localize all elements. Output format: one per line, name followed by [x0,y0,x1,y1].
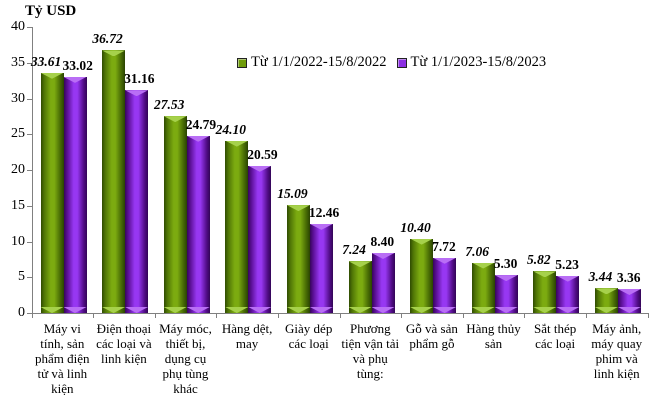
value-label: 5.82 [526,252,551,268]
y-tick-label: 15 [11,197,25,213]
bar [371,252,395,313]
legend-item-2023: Từ 1/1/2023-15/8/2023 [396,54,547,71]
y-tick [27,205,32,207]
bar [248,165,272,313]
category-label: Giày dép các loại [285,321,333,351]
value-label: 31.16 [124,71,155,87]
category-label: Gỗ và sản phẩm gỗ [405,321,458,351]
y-tick-label: 30 [11,90,25,106]
y-axis-line [31,27,33,313]
value-label: 36.72 [92,31,123,47]
legend-label-2023: Từ 1/1/2023-15/8/2023 [410,54,547,70]
value-label: 24.10 [215,121,246,137]
y-tick-label: 35 [11,54,25,70]
category-label: Hàng dệt, may [221,321,273,351]
value-label: 7.72 [432,238,456,254]
value-label: 7.06 [465,243,489,259]
bar [471,262,495,313]
value-label: 12.46 [308,204,340,220]
x-tick [647,313,649,318]
bar [286,205,310,313]
y-tick [27,241,32,243]
bar [186,135,210,313]
category-label: Máy ảnh, máy quay phim và linh kiện [591,321,643,381]
y-tick-label: 0 [18,305,25,320]
y-tick-label: 40 [11,19,25,34]
x-tick [216,313,218,318]
bar [163,116,187,313]
legend-swatch-2023 [396,57,407,68]
y-tick-label: 25 [11,126,25,142]
value-label: 27.53 [154,97,185,113]
y-tick [27,313,32,314]
bar [533,271,557,313]
bar [348,261,372,313]
x-tick [93,313,95,318]
value-label: 3.36 [616,269,641,285]
category-label: Phương tiện vận tải và phụ tùng: [341,321,400,381]
value-label: 24.79 [185,116,217,132]
legend-swatch-2022 [237,57,247,68]
value-label: 15.09 [277,186,308,202]
legend-item-2022: Từ 1/1/2022-15/8/2022 [237,54,387,71]
bar [556,275,580,313]
bar [433,257,457,313]
y-tick-label: 5 [18,269,25,285]
value-label: 3.44 [588,269,613,285]
x-tick [401,313,403,318]
bar [125,90,149,313]
bar [617,288,641,313]
value-label: 20.59 [247,146,278,162]
x-tick [339,313,341,318]
value-label: 5.30 [493,256,518,272]
value-label: 33.61 [30,53,62,69]
x-tick [585,313,587,318]
y-tick [27,62,32,64]
category-label: Máy vi tính, sản phẩm điện tử và linh ki… [35,321,90,396]
category-label: Sắt thép các loại [533,321,577,351]
bar [410,238,434,313]
y-tick-label: 10 [11,233,25,249]
value-label: 5.23 [555,256,579,272]
y-axis-unit-label: Tỷ USD [25,3,77,19]
bar [594,288,618,313]
legend-label-2022: Từ 1/1/2022-15/8/2022 [251,54,387,70]
value-label: 10.40 [400,219,431,235]
y-tick [27,170,32,171]
legend: Từ 1/1/2022-15/8/2022 Từ 1/1/2023-15/8/2… [237,54,546,71]
bar [309,223,333,313]
bar [102,50,126,313]
bar [225,140,249,313]
y-tick [27,134,32,136]
x-tick [524,313,526,318]
bar [63,76,87,313]
y-tick [27,277,32,279]
category-label: Hàng thủy sản [466,321,521,351]
category-label: Điện thoại các loại và linh kiện [96,321,152,366]
bar [40,72,64,313]
y-tick [27,27,32,28]
bar [494,275,518,313]
value-label: 33.02 [62,57,93,73]
x-tick [31,313,33,318]
x-tick [462,313,464,318]
category-label: Máy móc, thiết bị, dụng cụ phụ tùng khác [159,321,212,396]
y-tick [27,98,32,100]
value-label: 7.24 [342,242,366,258]
y-tick-label: 20 [11,162,25,177]
x-tick [277,313,279,318]
value-label: 8.40 [370,233,395,249]
x-tick [154,313,156,318]
